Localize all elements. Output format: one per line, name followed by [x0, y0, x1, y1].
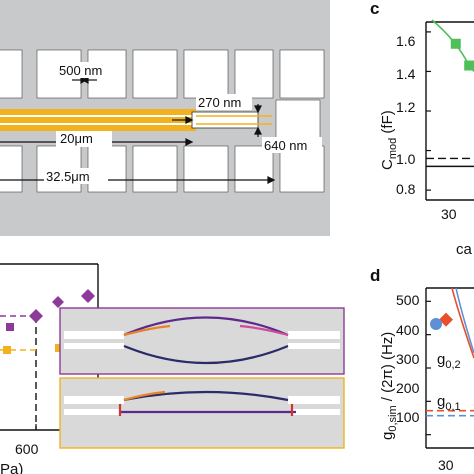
hole: [279, 49, 325, 99]
mode-shape-strain: [239, 324, 289, 337]
chart-c-ytick: 1.0: [396, 151, 416, 167]
hole: [279, 145, 325, 193]
ref-label-g01: g0,1: [437, 393, 461, 413]
arrowhead: [185, 116, 194, 124]
arrowhead: [267, 176, 276, 184]
chart-c-frame: [425, 21, 474, 201]
chart-d-fit-line: [451, 287, 474, 359]
chart-d-xtick: 30: [438, 457, 454, 473]
label-bg: [262, 137, 322, 153]
panel-c: c Cmod (fF) 1.6 1.4 1.2 1.0 0.8 30 ca: [370, 0, 474, 258]
hole: [275, 99, 321, 141]
label-bg: [44, 168, 108, 184]
dim-640nm: 640 nm: [264, 138, 307, 153]
chart-c-xlabel: ca: [456, 241, 473, 258]
chart-c-ytick: 1.6: [396, 33, 416, 49]
beam-anchor: [288, 331, 340, 339]
chart-d-yticks: 500 400 300 200 100: [396, 292, 420, 425]
chart-d-ytick: 400: [396, 322, 420, 338]
purple-diamond-marker: [52, 296, 64, 308]
beam-anchor: [292, 409, 340, 415]
beam-anchor: [64, 396, 124, 404]
mode-shape-inset-bottom: [59, 377, 345, 449]
label-bg: [196, 94, 252, 110]
arrowhead: [81, 75, 89, 85]
beam-anchor: [288, 343, 340, 349]
beam-anchor: [64, 409, 120, 415]
arrowhead: [254, 105, 262, 114]
left-chart-xlabel: Pa): [0, 461, 23, 474]
waveguide-line: [0, 123, 196, 125]
chart-c-marks: [426, 19, 474, 168]
mode-shape-upper: [123, 390, 289, 402]
waveguide-line: [0, 115, 196, 117]
panel-d: d g0,sim / (2π) (Hz) 500 400 300 200 100…: [370, 266, 474, 473]
chart-c-data-point: [464, 60, 474, 71]
ref-label-g02: g0,2: [437, 351, 461, 371]
waveguide-gold: [0, 109, 196, 131]
waveguide-tip: [191, 111, 259, 129]
gold-square-marker: [55, 344, 63, 352]
chart-d-ytick: 500: [396, 292, 420, 308]
mode-shape-lower: [123, 344, 289, 365]
chart-c-xtick: 30: [441, 206, 457, 222]
chart-d-ytick: 100: [396, 409, 420, 425]
purple-diamond-marker: [81, 289, 95, 303]
purple-marker: [6, 323, 14, 331]
dim-32um: 32.5μm: [46, 169, 90, 184]
chart-c-ylabel: Cmod (fF): [379, 110, 399, 170]
chart-c-ytick: 1.2: [396, 99, 416, 115]
beam-anchor: [288, 396, 340, 404]
hole-row-bottom: [0, 145, 325, 193]
arrowhead: [254, 126, 262, 135]
purple-diamond-marker: [29, 309, 43, 323]
hole: [183, 49, 229, 99]
waveguide: [0, 109, 272, 131]
panel-label-c: c: [370, 0, 379, 18]
dimension-labels: 500 nm 270 nm 20μm 640 nm 32.5μm: [44, 62, 322, 184]
chart-d-fit-line: [455, 287, 474, 354]
mode-shape-upper: [123, 316, 289, 337]
chart-d-marks: [426, 287, 474, 417]
left-chart-xtick: 600: [15, 441, 39, 457]
hole: [0, 145, 23, 193]
hole: [234, 145, 274, 193]
label-bg: [56, 62, 112, 78]
chart-d-ylabel: g0,sim / (2π) (Hz): [379, 332, 399, 440]
gold-square-marker: [3, 346, 11, 354]
device-micrograph: 500 nm 270 nm 20μm 640 nm 32.5μm: [0, 0, 330, 236]
chart-d-ytick: 300: [396, 351, 420, 367]
hole: [183, 145, 229, 193]
dim-500nm: 500 nm: [59, 63, 102, 78]
chart-d-data-point: [439, 312, 453, 327]
dim-20um: 20μm: [60, 131, 93, 146]
chart-d-ytick: 200: [396, 380, 420, 396]
chart-c-ytick: 0.8: [396, 181, 416, 197]
mode-shape-inset-top: [59, 307, 345, 375]
chart-d-frame: [425, 287, 474, 449]
label-bg: [56, 131, 112, 147]
hole: [234, 49, 274, 99]
chart-d-data-point: [430, 318, 442, 330]
beam-anchor: [64, 343, 124, 349]
mode-shape-strain: [123, 324, 171, 337]
hole: [132, 145, 178, 193]
panel-label-d: d: [370, 266, 380, 285]
dim-270nm: 270 nm: [198, 95, 241, 110]
arrowhead: [185, 138, 194, 146]
hole: [132, 49, 178, 99]
hole: [0, 49, 23, 99]
chart-c-ytick: 1.4: [396, 66, 416, 82]
chart-c-yticks: 1.6 1.4 1.2 1.0 0.8: [396, 33, 416, 197]
mode-shape-strain: [123, 390, 166, 402]
chart-c-data-point: [450, 38, 461, 49]
beam-anchor: [64, 331, 124, 339]
